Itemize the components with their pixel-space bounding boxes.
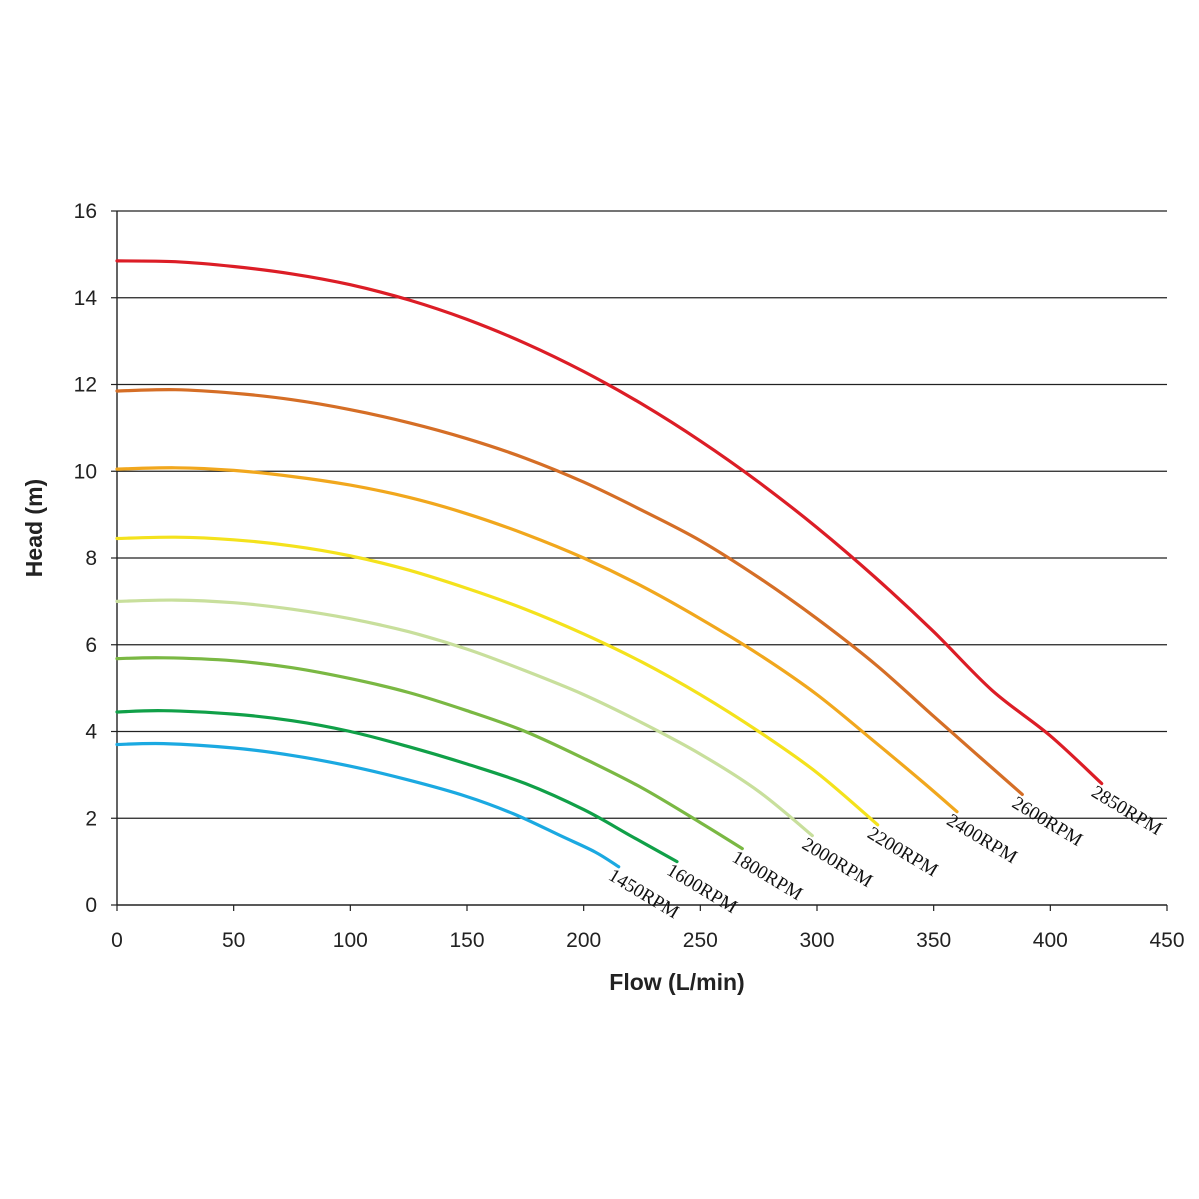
series-line-2200rpm xyxy=(115,535,880,827)
y-tick-label: 16 xyxy=(74,200,97,223)
x-tick-label: 300 xyxy=(799,929,834,952)
curve-label-2000rpm: 2000RPM xyxy=(798,834,876,892)
gridlines xyxy=(117,210,1167,819)
x-tick-label: 50 xyxy=(222,929,245,952)
series-line-2400rpm xyxy=(115,466,959,814)
y-tick-label: 4 xyxy=(85,721,97,744)
y-tick-label: 10 xyxy=(74,460,97,483)
x-tick-label: 100 xyxy=(333,929,368,952)
x-tick-label: 0 xyxy=(111,929,123,952)
x-tick-label: 400 xyxy=(1033,929,1068,952)
x-tick-label: 200 xyxy=(566,929,601,952)
x-tick-label: 350 xyxy=(916,929,951,952)
series-line-2850rpm xyxy=(115,259,1104,786)
y-tick-label: 6 xyxy=(85,634,97,657)
series-line-1600rpm xyxy=(115,709,679,864)
y-tick-label: 8 xyxy=(85,547,97,570)
x-axis-label: Flow (L/min) xyxy=(609,969,744,995)
series-lines xyxy=(115,259,1104,869)
series-line-1450rpm xyxy=(115,741,621,869)
series-line-2000rpm xyxy=(115,598,814,838)
curve-label-2600rpm: 2600RPM xyxy=(1008,793,1086,851)
y-tick-label: 2 xyxy=(85,807,97,830)
x-tick-labels: 0 50 100 150 200 250 300 350 400 450 xyxy=(111,929,1184,952)
y-tick-label: 12 xyxy=(74,374,97,397)
x-tick-label: 150 xyxy=(449,929,484,952)
y-tick-label: 0 xyxy=(85,894,97,917)
y-tick-label: 14 xyxy=(74,287,98,310)
y-axis-label: Head (m) xyxy=(21,479,47,577)
curve-label-1800rpm: 1800RPM xyxy=(728,847,806,905)
x-tick-label: 250 xyxy=(683,929,718,952)
series-line-1800rpm xyxy=(115,656,744,851)
curve-label-2850rpm: 2850RPM xyxy=(1088,782,1166,840)
x-tick-label: 450 xyxy=(1149,929,1184,952)
y-tick-labels: 0 2 4 6 8 10 12 14 16 xyxy=(74,200,98,917)
series-line-2600rpm xyxy=(115,388,1024,796)
axes xyxy=(111,210,1168,911)
